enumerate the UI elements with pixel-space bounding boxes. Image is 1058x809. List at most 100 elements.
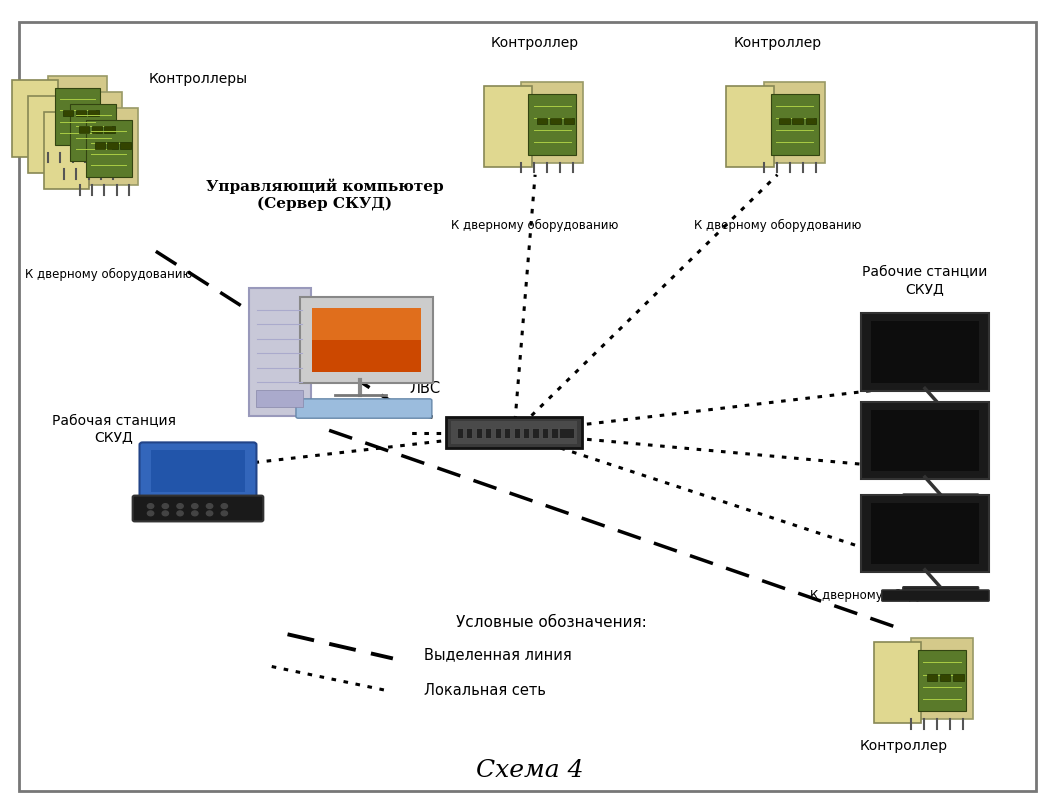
FancyBboxPatch shape (452, 421, 577, 444)
FancyBboxPatch shape (779, 118, 789, 125)
Circle shape (191, 504, 198, 509)
FancyBboxPatch shape (140, 443, 256, 500)
Circle shape (147, 511, 153, 516)
FancyBboxPatch shape (504, 428, 510, 438)
FancyBboxPatch shape (256, 391, 304, 406)
Polygon shape (874, 642, 922, 723)
Circle shape (206, 504, 213, 509)
FancyBboxPatch shape (107, 142, 117, 149)
FancyBboxPatch shape (89, 110, 99, 116)
Text: Локальная сеть: Локальная сеть (424, 684, 546, 698)
FancyBboxPatch shape (19, 22, 1036, 791)
Polygon shape (28, 96, 74, 172)
Text: К дверному оборудованию: К дверному оборудованию (452, 219, 619, 232)
FancyBboxPatch shape (70, 104, 116, 161)
FancyBboxPatch shape (792, 118, 803, 125)
FancyBboxPatch shape (446, 417, 582, 448)
Text: Выделенная линия: Выделенная линия (424, 647, 572, 662)
Polygon shape (13, 80, 58, 157)
Text: Схема 4: Схема 4 (476, 759, 584, 781)
FancyBboxPatch shape (467, 428, 473, 438)
Text: К дверному оборудованию: К дверному оборудованию (694, 219, 861, 232)
FancyBboxPatch shape (249, 288, 311, 416)
Text: Контроллер: Контроллер (860, 739, 948, 753)
FancyBboxPatch shape (536, 118, 547, 125)
Text: Рабочие станции
СКУД: Рабочие станции СКУД (862, 265, 987, 295)
Circle shape (206, 511, 213, 516)
FancyBboxPatch shape (902, 587, 979, 595)
Polygon shape (911, 638, 973, 719)
FancyBboxPatch shape (559, 428, 573, 438)
FancyBboxPatch shape (871, 321, 979, 383)
Polygon shape (764, 82, 825, 163)
FancyBboxPatch shape (861, 313, 988, 391)
FancyBboxPatch shape (542, 428, 548, 438)
FancyBboxPatch shape (550, 118, 561, 125)
Text: Условные обозначения:: Условные обозначения: (456, 615, 646, 629)
FancyBboxPatch shape (918, 650, 966, 711)
FancyBboxPatch shape (564, 118, 574, 125)
Polygon shape (63, 92, 123, 169)
FancyBboxPatch shape (927, 674, 937, 680)
FancyBboxPatch shape (881, 590, 989, 601)
FancyBboxPatch shape (105, 126, 114, 133)
FancyBboxPatch shape (871, 410, 979, 472)
FancyBboxPatch shape (881, 498, 989, 509)
Text: Управляющий компьютер
(Сервер СКУД): Управляющий компьютер (Сервер СКУД) (205, 179, 443, 211)
FancyBboxPatch shape (494, 428, 500, 438)
FancyBboxPatch shape (76, 110, 87, 116)
FancyBboxPatch shape (62, 110, 73, 116)
FancyBboxPatch shape (806, 118, 817, 125)
Circle shape (191, 511, 198, 516)
Text: К дверному оборудованию: К дверному оборудованию (809, 589, 977, 602)
FancyBboxPatch shape (881, 409, 989, 420)
FancyBboxPatch shape (902, 405, 979, 413)
Circle shape (162, 511, 168, 516)
FancyBboxPatch shape (132, 496, 263, 522)
FancyBboxPatch shape (151, 451, 244, 492)
Polygon shape (79, 108, 139, 185)
FancyBboxPatch shape (532, 428, 539, 438)
FancyBboxPatch shape (770, 94, 819, 155)
Polygon shape (43, 112, 89, 188)
FancyBboxPatch shape (300, 297, 433, 383)
Circle shape (221, 504, 227, 509)
Polygon shape (726, 86, 774, 167)
FancyBboxPatch shape (86, 120, 131, 177)
FancyBboxPatch shape (457, 428, 463, 438)
FancyBboxPatch shape (953, 674, 964, 680)
FancyBboxPatch shape (91, 126, 102, 133)
Text: Контроллер: Контроллер (733, 36, 821, 50)
Circle shape (177, 511, 183, 516)
FancyBboxPatch shape (861, 402, 988, 480)
FancyBboxPatch shape (940, 674, 950, 680)
Circle shape (147, 504, 153, 509)
Text: К дверному оборудованию: К дверному оборудованию (24, 268, 193, 281)
Text: Рабочая станция
СКУД: Рабочая станция СКУД (52, 413, 176, 444)
FancyBboxPatch shape (120, 142, 130, 149)
Circle shape (177, 504, 183, 509)
FancyBboxPatch shape (528, 94, 577, 155)
FancyBboxPatch shape (485, 428, 491, 438)
FancyBboxPatch shape (94, 142, 105, 149)
FancyBboxPatch shape (513, 428, 519, 438)
Text: ЛВС: ЛВС (409, 381, 440, 396)
FancyBboxPatch shape (523, 428, 529, 438)
Polygon shape (522, 82, 583, 163)
Polygon shape (48, 76, 107, 153)
Circle shape (162, 504, 168, 509)
FancyBboxPatch shape (78, 126, 89, 133)
Circle shape (221, 511, 227, 516)
FancyBboxPatch shape (312, 307, 421, 340)
Text: Контроллер: Контроллер (491, 36, 579, 50)
FancyBboxPatch shape (902, 494, 979, 502)
FancyBboxPatch shape (55, 87, 101, 145)
FancyBboxPatch shape (861, 495, 988, 572)
FancyBboxPatch shape (551, 428, 558, 438)
FancyBboxPatch shape (296, 399, 432, 418)
FancyBboxPatch shape (871, 503, 979, 564)
FancyBboxPatch shape (312, 307, 421, 372)
Polygon shape (484, 86, 532, 167)
FancyBboxPatch shape (561, 428, 567, 438)
Text: Контроллеры: Контроллеры (148, 72, 248, 86)
